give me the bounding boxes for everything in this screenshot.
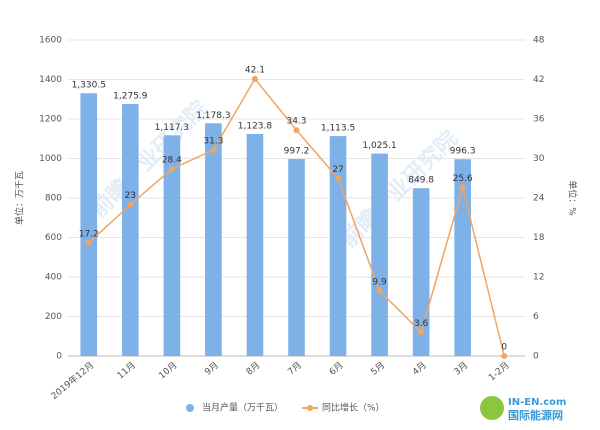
y-tick-label: 400: [45, 273, 62, 283]
bar: [454, 159, 471, 356]
y2-tick-label: 36: [533, 115, 545, 125]
y2-axis-label: 单位：%: [567, 180, 579, 216]
bar-value-label: 1,117.3: [155, 123, 189, 133]
x-tick-label: 3月: [452, 360, 470, 378]
bar-value-label: 849.8: [408, 176, 434, 186]
y-tick-label: 1200: [39, 115, 62, 125]
line-value-label: 34.3: [286, 117, 306, 127]
legend-swatch: [307, 405, 313, 411]
bar: [371, 153, 388, 356]
bar: [80, 93, 98, 356]
x-tick-label: 11月: [115, 360, 138, 382]
y-tick-label: 1600: [39, 36, 62, 46]
line-value-label: 9.9: [372, 277, 387, 287]
x-tick-label: 4月: [410, 360, 428, 378]
line-value-label: 23: [125, 191, 136, 201]
bar-value-label: 1,025.1: [362, 141, 396, 151]
line-point: [293, 127, 300, 134]
line-point: [501, 353, 508, 359]
y-tick-label: 1400: [39, 75, 62, 85]
bar-value-label: 1,275.9: [113, 92, 148, 102]
line-point: [335, 175, 342, 182]
x-tick-label: 8月: [244, 360, 262, 378]
bar: [246, 134, 264, 356]
y2-tick-label: 18: [533, 233, 545, 243]
y2-tick-label: 6: [533, 312, 539, 322]
bar: [288, 159, 305, 356]
y-tick-label: 600: [45, 233, 62, 243]
line-point: [85, 239, 92, 246]
line-value-label: 25.6: [453, 174, 473, 184]
bar-value-label: 1,113.5: [321, 124, 355, 134]
x-tick-label: 2019年12月: [48, 359, 96, 402]
y-tick-label: 0: [56, 352, 62, 362]
x-tick-label: 1-2月: [487, 360, 512, 384]
x-tick-label: 6月: [327, 360, 345, 378]
watermark: 前瞻产业研究院: [336, 126, 463, 253]
line-point: [418, 329, 425, 336]
line-value-label: 17.2: [79, 229, 99, 239]
line-value-label: 3.6: [414, 319, 429, 329]
line-value-label: 0: [501, 343, 507, 353]
y-tick-label: 1000: [39, 154, 62, 164]
logo-text: IN-EN.com: [508, 397, 566, 408]
bar: [163, 135, 181, 356]
line-point: [127, 201, 134, 208]
legend-swatch: [186, 404, 194, 412]
bar-value-label: 997.2: [284, 147, 310, 157]
legend-label: 同比增长（%）: [322, 402, 385, 414]
logo-icon: [480, 396, 504, 420]
bar: [205, 123, 222, 356]
y2-tick-label: 30: [533, 154, 545, 164]
x-tick-label: 9月: [203, 360, 221, 378]
legend-label: 当月产量（万千瓦）: [202, 402, 283, 414]
line-point: [459, 184, 466, 191]
x-tick-label: 10月: [157, 360, 180, 382]
x-tick-label: 7月: [286, 360, 304, 378]
x-tick-label: 5月: [369, 360, 387, 378]
y-axis-label: 单位：万千瓦: [14, 171, 26, 225]
bar-value-label: 1,123.8: [238, 122, 273, 132]
bar: [122, 104, 139, 356]
y2-tick-label: 12: [533, 273, 544, 283]
y2-tick-label: 48: [533, 36, 545, 46]
y2-tick-label: 0: [533, 352, 539, 362]
line-value-label: 31.3: [203, 136, 223, 146]
bar: [412, 188, 430, 356]
y-tick-label: 200: [45, 312, 62, 322]
y2-tick-label: 42: [533, 75, 544, 85]
bar-value-label: 1,178.3: [196, 111, 230, 121]
bar-value-label: 1,330.5: [72, 81, 106, 91]
line-point: [251, 75, 258, 82]
line-point: [376, 287, 383, 294]
line-value-label: 28.4: [162, 156, 182, 166]
y2-tick-label: 24: [533, 194, 545, 204]
logo-text: 国际能源网: [508, 408, 563, 422]
line-value-label: 42.1: [245, 65, 265, 75]
line-point: [210, 146, 217, 153]
line-point: [168, 166, 175, 173]
bar-value-label: 996.3: [450, 147, 476, 157]
y-tick-label: 800: [45, 194, 62, 204]
line-value-label: 27: [332, 165, 343, 175]
